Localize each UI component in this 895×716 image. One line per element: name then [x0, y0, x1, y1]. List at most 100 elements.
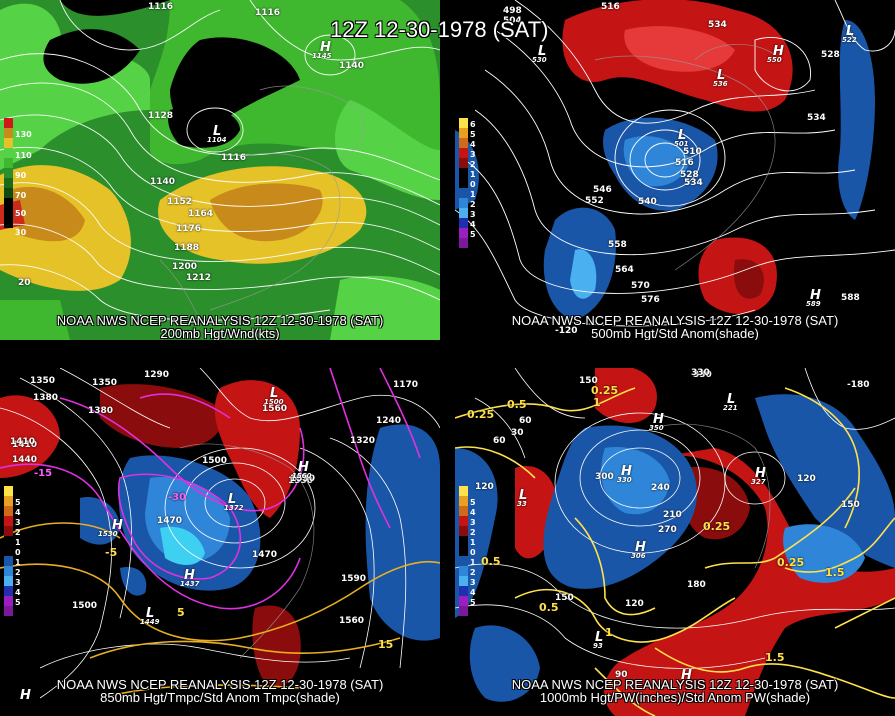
legend-label: 3	[470, 578, 476, 587]
high-pressure-center: H 306	[631, 540, 646, 560]
contour-label: 20	[18, 278, 31, 288]
center-value: 330	[617, 476, 632, 484]
legend-1000mb: 5 4 3 2 1 0 1 2 3 4 5	[459, 486, 476, 616]
contour-label: 510	[683, 147, 702, 157]
contour-label: 558	[608, 240, 627, 250]
contour-label: 240	[651, 483, 670, 493]
temperature-label: -15	[34, 468, 53, 479]
panel-caption-source: NOAA NWS NCEP REANALYSIS 12Z 12-30-1978 …	[56, 313, 384, 328]
high-pressure-center: H 350	[649, 412, 664, 432]
center-value: 536	[713, 80, 728, 88]
legend-label: 5	[470, 230, 476, 239]
legend-label: 5	[470, 598, 476, 607]
high-pressure-center: H 550	[767, 44, 784, 64]
legend-label: 50	[15, 209, 27, 218]
pw-label: 1	[593, 396, 601, 409]
panel-caption-source: NOAA NWS NCEP REANALYSIS 12Z 12-30-1978 …	[511, 677, 839, 692]
contour-label: 60	[519, 416, 532, 426]
low-pressure-center: L 522	[842, 24, 857, 44]
contour-label: 210	[663, 510, 682, 520]
legend-label: 5	[470, 130, 476, 139]
contour-label: 576	[641, 295, 660, 305]
center-value: 93	[593, 642, 603, 650]
contour-label: 1350	[30, 376, 56, 386]
contour-label: 528	[821, 50, 840, 60]
legend-label: 0	[15, 548, 21, 557]
panel-200mb-map	[0, 0, 440, 340]
contour-label: 498	[503, 6, 522, 16]
contour-label: 270	[658, 525, 677, 535]
contour-label: 528	[680, 170, 699, 180]
panel-850mb: 5 4 3 2 1 0 1 2 3 4 5 1290 1350 1380 141…	[0, 368, 440, 716]
legend-label: 70	[15, 191, 27, 200]
contour-label: 30	[511, 428, 524, 438]
contour-label: 120	[797, 474, 816, 484]
legend-label: 30	[15, 228, 27, 237]
contour-label: 1188	[174, 243, 200, 253]
center-value: 1104	[207, 136, 227, 144]
legend-500mb: 6 5 4 3 2 1 0 1 2 3 4 5	[459, 118, 476, 248]
contour-label: 588	[841, 293, 860, 303]
contour-label: 150	[579, 376, 598, 386]
low-pressure-center: L 1449	[140, 606, 160, 626]
legend-label: 3	[15, 578, 21, 587]
legend-label: 4	[470, 220, 476, 229]
panel-caption-field: 850mb Hgt/Tmpc/Std Anom Tmpc(shade)	[100, 690, 340, 705]
high-pressure-center: H 1437	[180, 568, 200, 588]
contour-label: 1470	[157, 516, 183, 526]
pw-label: 0.5	[481, 555, 501, 568]
contour-label: 564	[615, 265, 634, 275]
pw-label: 0.25	[467, 408, 495, 421]
temperature-label: -30	[168, 492, 187, 503]
legend-850mb: 5 4 3 2 1 0 1 2 3 4 5	[4, 486, 21, 616]
contour-label: 1410	[10, 437, 36, 447]
center-value: 589	[806, 300, 821, 308]
legend-label: 2	[470, 160, 476, 169]
low-pressure-center: L 1372	[224, 492, 244, 512]
legend-label: 90	[15, 171, 27, 180]
legend-label: 5	[470, 498, 476, 507]
pw-label: 0.5	[539, 601, 559, 614]
pw-label: 0.25	[591, 384, 619, 397]
contour-label: 504	[503, 16, 522, 26]
center-value: 1372	[224, 504, 244, 512]
contour-label: 1240	[376, 416, 402, 426]
center-value: 350	[649, 424, 664, 432]
low-pressure-center: L 530	[532, 44, 547, 64]
center-value: 501	[674, 140, 689, 148]
contour-label: 546	[593, 185, 612, 195]
panel-500mb-map	[455, 0, 895, 340]
legend-label: 4	[470, 140, 476, 149]
legend-label: 1	[15, 538, 21, 547]
contour-label: 1116	[221, 153, 247, 163]
legend-label: 2	[15, 568, 21, 577]
high-pressure-center: H	[20, 688, 31, 703]
contour-label: 1170	[393, 380, 419, 390]
center-value: 306	[631, 552, 646, 560]
contour-label: 1164	[188, 209, 214, 219]
high-pressure-center: H 589	[806, 288, 821, 308]
contour-label: 1128	[148, 111, 174, 121]
legend-label: 4	[15, 508, 21, 517]
pw-label: 0.25	[777, 556, 805, 569]
legend-label: 2	[470, 568, 476, 577]
pw-label: 0.25	[703, 520, 731, 533]
low-pressure-center: L 1104	[207, 124, 227, 144]
contour-label: -180	[847, 380, 870, 390]
center-value: 550	[767, 56, 782, 64]
contour-label: 552	[585, 196, 604, 206]
high-pressure-center: H 1145	[312, 40, 332, 60]
center-value: 1560	[292, 472, 312, 480]
panel-850mb-map	[0, 368, 440, 716]
contour-label: 1500	[202, 456, 228, 466]
contour-label: 534	[684, 178, 703, 188]
contour-label: 60	[493, 436, 506, 446]
contour-label: 534	[708, 20, 727, 30]
contour-label: 120	[475, 482, 494, 492]
legend-label: 0	[470, 548, 476, 557]
contour-label: 1500	[72, 601, 98, 611]
high-pressure-center: H	[681, 668, 692, 683]
contour-label: 540	[638, 197, 657, 207]
legend-label: 110	[15, 151, 32, 160]
